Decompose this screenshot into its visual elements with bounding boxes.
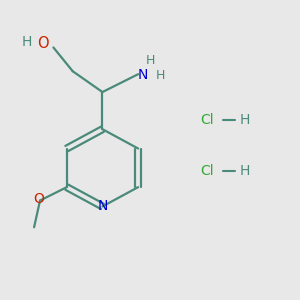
Text: Cl: Cl [200,113,214,127]
Text: H: H [22,34,32,49]
Text: N: N [97,200,108,214]
Text: Cl: Cl [200,164,214,178]
Text: H: H [145,54,155,67]
Text: H: H [239,164,250,178]
Text: N: N [137,68,148,82]
Text: H: H [239,113,250,127]
Text: O: O [33,192,44,206]
Text: H: H [156,69,165,82]
Text: O: O [37,36,49,51]
